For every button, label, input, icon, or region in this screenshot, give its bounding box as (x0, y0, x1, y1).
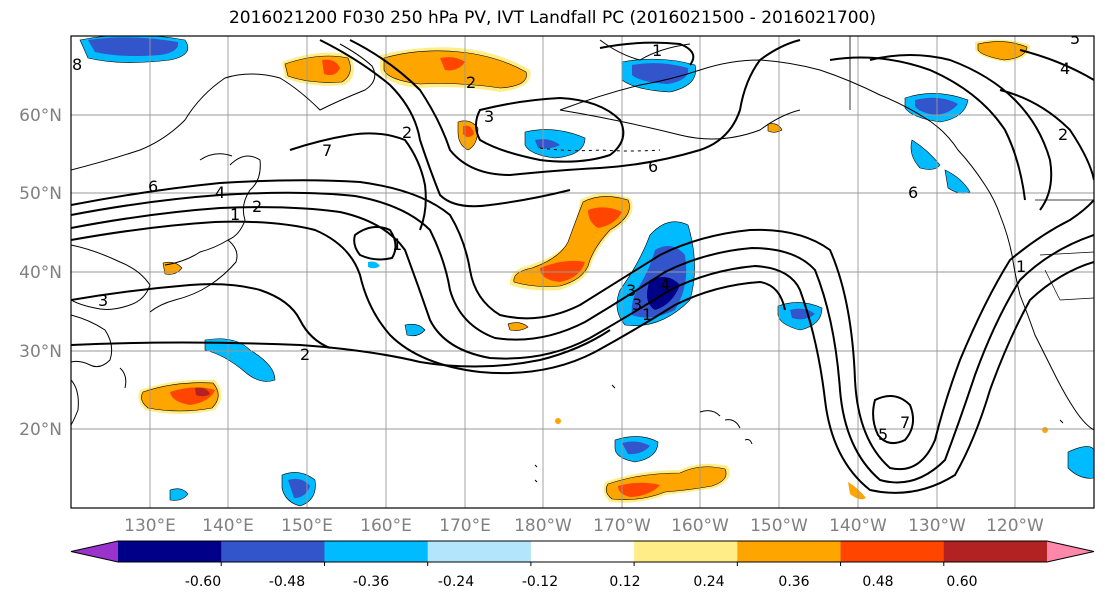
contour-labels: 8 6 4 1 2 3 7 3 6 2 1 6 1 2 3 2 4 1 5 4 … (72, 29, 1080, 444)
contour-label: 2 (1058, 125, 1068, 144)
colorbar-extend-low (71, 541, 118, 562)
contour-label: 7 (900, 413, 910, 432)
lat-label-40n: 40°N (19, 263, 62, 283)
contour-label: 2 (300, 345, 310, 364)
contour-label: 6 (908, 183, 918, 202)
colorbar-segment (530, 541, 635, 562)
colorbar-segment (118, 541, 222, 562)
colorbar-segment (221, 541, 325, 562)
lon-label-170e: 170°E (439, 516, 491, 536)
lon-label-150e: 150°E (281, 516, 333, 536)
colorbar-segment (840, 541, 945, 562)
colorbar (70, 540, 1095, 566)
colorbar-outline (70, 540, 1095, 563)
negative-anomalies (79, 36, 1094, 507)
pv-contours (71, 39, 1094, 494)
anomaly-shading (79, 36, 1094, 507)
contour-label: 1 (652, 41, 662, 60)
colorbar-tick-label: -0.36 (353, 574, 389, 590)
coastlines (71, 36, 1094, 483)
longitude-labels: 130°E 140°E 150°E 160°E 170°E 180°W 170°… (124, 516, 1044, 536)
lon-label-120w: 120°W (986, 516, 1044, 536)
contour-label: 2 (466, 73, 476, 92)
colorbar-segment (427, 541, 532, 562)
lat-label-20n: 20°N (19, 420, 62, 440)
lon-label-140e: 140°E (202, 516, 254, 536)
colorbar-segment (943, 541, 1048, 562)
lon-label-180w: 180°W (514, 516, 572, 536)
contour-label: 1 (1016, 257, 1026, 276)
lon-label-140w: 140°W (829, 516, 887, 536)
lon-label-130e: 130°E (124, 516, 176, 536)
contour-label: 3 (626, 281, 636, 300)
lon-label-130w: 130°W (908, 516, 966, 536)
colorbar-tick-label: 0.36 (778, 574, 809, 590)
contour-label: 5 (878, 425, 888, 444)
contour-label: 6 (148, 177, 158, 196)
map-title: 2016021200 F030 250 hPa PV, IVT Landfall… (228, 8, 876, 28)
latitude-labels: 60°N 50°N 40°N 30°N 20°N (19, 106, 62, 440)
colorbar-tick-labels: -0.60 -0.48 -0.36 -0.24 -0.12 0.12 0.24 … (185, 574, 978, 590)
map-frame (70, 35, 1095, 509)
contour-label: 3 (98, 291, 108, 310)
contour-label: 7 (322, 141, 332, 160)
colorbar-tick-label: 0.60 (946, 574, 977, 590)
contour-label: 6 (648, 157, 658, 176)
lon-label-150w: 150°W (750, 516, 808, 536)
colorbar-tick-label: -0.60 (185, 574, 221, 590)
contour-label: 4 (1060, 59, 1070, 78)
positive-anomalies (138, 39, 1048, 503)
colorbar-tick-label: 0.12 (609, 574, 640, 590)
colorbar-tick-label: -0.12 (522, 574, 558, 590)
colorbar-tick-label: -0.24 (438, 574, 474, 590)
lat-label-60n: 60°N (19, 106, 62, 126)
contour-label: 3 (484, 107, 494, 126)
contour-label: 1 (392, 235, 402, 254)
contour-label: 1 (642, 305, 652, 324)
lon-label-160w: 160°W (671, 516, 729, 536)
colorbar-segment (324, 541, 429, 562)
contour-label: 8 (72, 55, 82, 74)
lat-label-30n: 30°N (19, 342, 62, 362)
colorbar-tick-label: 0.24 (693, 574, 724, 590)
contour-label: 5 (1070, 29, 1080, 48)
contour-label: 2 (402, 123, 412, 142)
colorbar-segment (737, 541, 842, 562)
lon-label-160e: 160°E (360, 516, 412, 536)
colorbar-tick-label: 0.48 (862, 574, 893, 590)
lat-label-50n: 50°N (19, 184, 62, 204)
contour-label: 4 (660, 275, 670, 294)
colorbar-tick-label: -0.48 (269, 574, 305, 590)
contour-label: 4 (215, 183, 225, 202)
colorbar-extend-high (1047, 541, 1094, 562)
contour-label: 2 (252, 197, 262, 216)
contour-label: 3 (632, 295, 642, 314)
lon-label-170w: 170°W (593, 516, 651, 536)
colorbar-segment (634, 541, 738, 562)
contour-label: 1 (230, 205, 240, 224)
